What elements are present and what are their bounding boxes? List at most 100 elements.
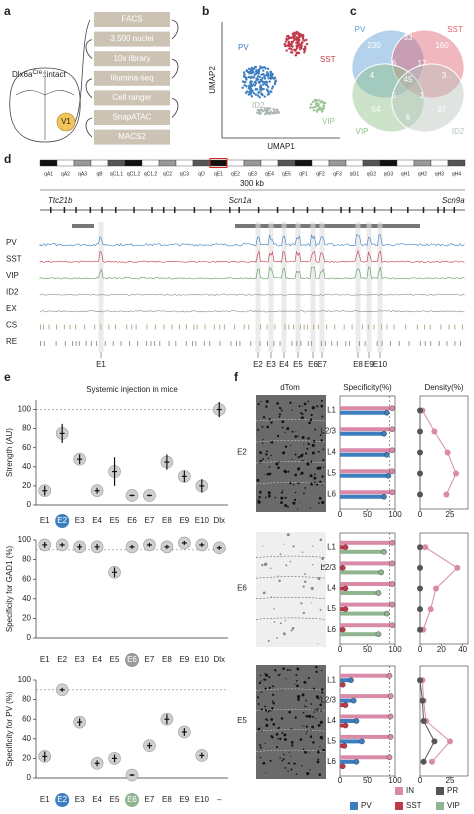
site-mark bbox=[129, 341, 131, 346]
site-mark bbox=[43, 324, 45, 330]
x-tick-label: Dlx bbox=[213, 655, 225, 664]
cell bbox=[312, 545, 314, 547]
cell bbox=[289, 401, 292, 404]
cell bbox=[294, 491, 297, 494]
x-tick-label: E5 bbox=[110, 516, 120, 525]
x-tick-label: 25 bbox=[446, 510, 455, 519]
cell bbox=[287, 470, 290, 473]
cell bbox=[274, 496, 277, 499]
bar-cap bbox=[389, 581, 396, 587]
cell bbox=[318, 773, 322, 776]
y-tick-label: 40 bbox=[22, 734, 31, 743]
cell bbox=[310, 703, 313, 705]
layer-boundary bbox=[255, 749, 327, 752]
cell bbox=[294, 716, 297, 719]
ideogram-band bbox=[447, 159, 466, 167]
umap-point bbox=[305, 42, 309, 46]
site-mark bbox=[381, 341, 383, 346]
layer-boundary bbox=[255, 617, 327, 620]
ideogram-band bbox=[158, 159, 177, 167]
y-tick-label: 0 bbox=[27, 500, 32, 509]
bar-cap bbox=[378, 569, 385, 576]
legend-swatch bbox=[350, 802, 358, 810]
x-tick-label: E5 bbox=[110, 655, 120, 664]
umap-point bbox=[245, 85, 248, 88]
cell bbox=[262, 761, 266, 765]
layer-boundary bbox=[255, 688, 327, 691]
bar-cap bbox=[381, 430, 387, 437]
site-mark bbox=[43, 341, 45, 346]
layer-label: L1 bbox=[327, 406, 336, 415]
umap-point bbox=[293, 36, 296, 39]
umap-point bbox=[256, 75, 260, 78]
cell bbox=[261, 680, 263, 682]
exon bbox=[75, 207, 77, 213]
density-point bbox=[417, 407, 423, 414]
cell bbox=[319, 538, 323, 542]
cell bbox=[318, 502, 320, 504]
step-arrow bbox=[85, 78, 93, 99]
cell bbox=[278, 673, 280, 676]
track-label: SST bbox=[6, 255, 22, 264]
bar bbox=[340, 623, 393, 628]
cell bbox=[276, 434, 280, 438]
cell bbox=[290, 740, 294, 744]
site-mark bbox=[284, 324, 286, 330]
cell bbox=[259, 756, 262, 759]
exon bbox=[238, 207, 240, 213]
cell bbox=[301, 413, 304, 416]
umap-point bbox=[269, 110, 273, 113]
step-label: 3,500 nuclei bbox=[110, 34, 153, 43]
x-tick-label: E4 bbox=[92, 795, 102, 804]
site-mark bbox=[300, 341, 302, 346]
site-mark bbox=[75, 341, 77, 346]
layer-label: L2/3 bbox=[320, 427, 336, 436]
element-label: E5 bbox=[293, 360, 303, 369]
legend-swatch bbox=[395, 802, 403, 810]
umap-point bbox=[264, 83, 268, 87]
site-mark bbox=[248, 324, 250, 330]
umap-point bbox=[285, 49, 288, 52]
site-mark bbox=[213, 324, 215, 330]
ideogram-band bbox=[192, 159, 211, 167]
signal-track bbox=[39, 233, 465, 247]
site-mark bbox=[219, 341, 221, 346]
site-mark bbox=[343, 324, 345, 330]
umap-point bbox=[267, 108, 270, 111]
umap-point bbox=[270, 90, 273, 93]
site-mark bbox=[94, 324, 96, 330]
cell bbox=[276, 637, 278, 639]
bar bbox=[340, 591, 379, 595]
cell bbox=[315, 665, 318, 669]
venn-set bbox=[351, 63, 425, 133]
site-mark bbox=[75, 324, 77, 330]
umap-point bbox=[283, 43, 287, 46]
cell bbox=[292, 501, 296, 505]
umap-point bbox=[248, 72, 251, 75]
umap-point bbox=[250, 66, 254, 70]
track-label: CS bbox=[6, 321, 17, 330]
exon bbox=[89, 207, 92, 213]
site-mark bbox=[416, 324, 418, 330]
cell bbox=[304, 750, 307, 754]
cell bbox=[305, 452, 308, 455]
umap-point bbox=[311, 100, 315, 104]
cell bbox=[308, 751, 310, 753]
element-band bbox=[98, 222, 104, 352]
cell bbox=[281, 689, 283, 691]
x-tick-label: 0 bbox=[338, 645, 343, 654]
legend-swatch bbox=[395, 787, 403, 795]
site-mark bbox=[334, 324, 336, 330]
y-tick-label: 100 bbox=[18, 535, 32, 544]
plot-frame bbox=[419, 395, 469, 510]
cell bbox=[311, 406, 315, 410]
density-point bbox=[417, 544, 423, 551]
element-label: E9 bbox=[364, 360, 374, 369]
cell bbox=[304, 573, 306, 575]
cell bbox=[290, 755, 292, 757]
cell bbox=[299, 501, 301, 503]
site-mark bbox=[326, 324, 328, 330]
umap-point bbox=[311, 106, 314, 109]
venn-count: 54 bbox=[372, 105, 381, 114]
umap-x-label: UMAP1 bbox=[267, 142, 295, 151]
